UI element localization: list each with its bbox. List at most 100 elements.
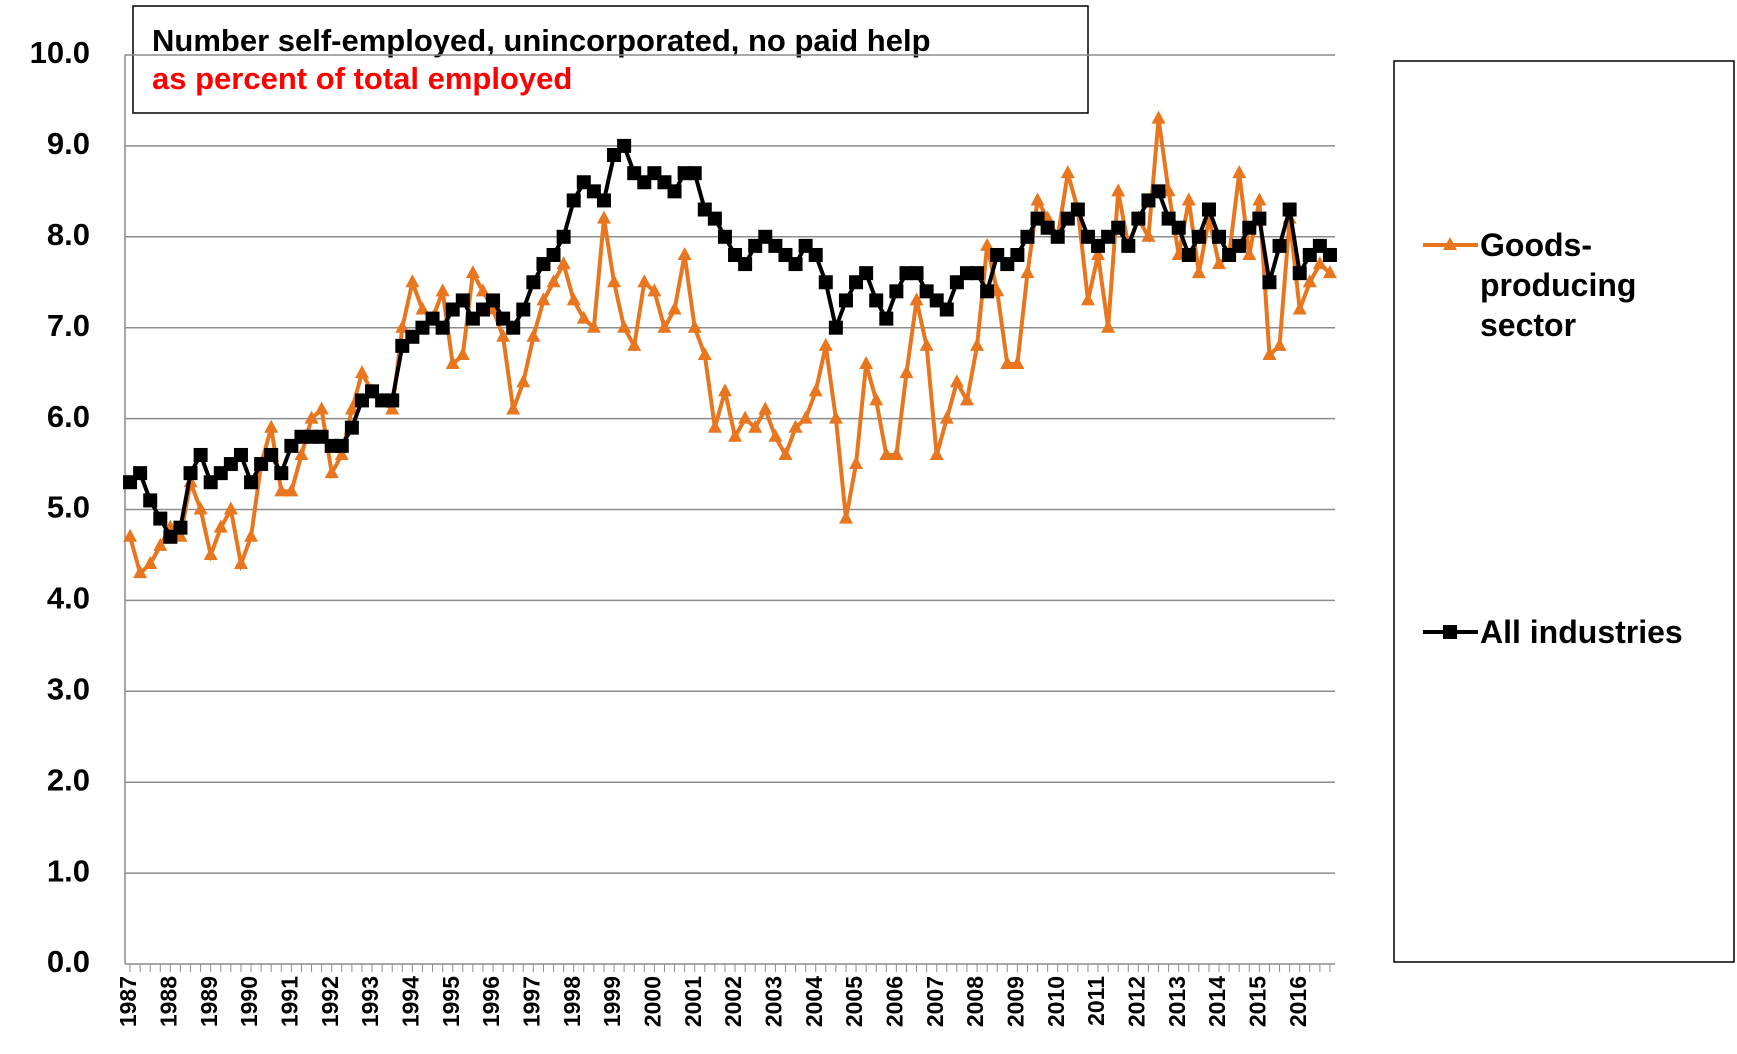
- x-tick-label: 2005: [841, 976, 867, 1027]
- x-tick-label: 2014: [1204, 976, 1230, 1027]
- marker: [1070, 202, 1085, 217]
- marker: [334, 446, 349, 460]
- marker: [758, 401, 773, 415]
- marker: [959, 392, 974, 406]
- marker: [838, 510, 853, 524]
- y-tick-label: 0.0: [47, 944, 90, 979]
- marker: [1171, 220, 1186, 235]
- marker: [707, 211, 722, 226]
- marker: [1212, 256, 1227, 270]
- marker: [828, 320, 843, 335]
- marker: [526, 275, 541, 290]
- marker: [1232, 238, 1247, 253]
- marker: [354, 365, 369, 379]
- marker: [1242, 246, 1257, 260]
- marker: [1101, 319, 1116, 333]
- marker: [1020, 229, 1035, 244]
- marker: [153, 537, 168, 551]
- marker: [445, 356, 460, 370]
- marker: [1050, 229, 1065, 244]
- marker: [566, 292, 581, 306]
- x-tick-label: 2002: [720, 976, 746, 1027]
- marker: [1141, 228, 1156, 242]
- legend-label: Goods-producing sector: [1480, 227, 1637, 343]
- x-tick-label: 1993: [357, 976, 383, 1027]
- marker: [435, 283, 450, 297]
- marker: [697, 346, 712, 360]
- x-tick-label: 2001: [680, 976, 706, 1027]
- y-tick-label: 5.0: [47, 490, 90, 525]
- marker: [919, 337, 934, 351]
- marker: [879, 446, 894, 460]
- marker: [828, 410, 843, 424]
- marker: [909, 292, 924, 306]
- x-tick-label: 1994: [397, 976, 423, 1027]
- marker: [556, 256, 571, 270]
- marker: [344, 420, 359, 435]
- marker: [274, 466, 289, 481]
- marker: [1060, 165, 1075, 179]
- marker: [546, 247, 561, 262]
- marker: [859, 266, 874, 281]
- marker: [818, 337, 833, 351]
- marker: [586, 319, 601, 333]
- marker: [849, 456, 864, 470]
- marker: [1302, 274, 1317, 288]
- y-tick-label: 2.0: [47, 762, 90, 797]
- marker: [143, 556, 158, 570]
- marker: [889, 446, 904, 460]
- marker: [748, 419, 763, 433]
- marker: [1091, 246, 1106, 260]
- marker: [566, 193, 581, 208]
- marker: [133, 565, 148, 579]
- marker: [707, 419, 722, 433]
- x-tick-label: 2000: [639, 976, 665, 1027]
- marker: [970, 266, 985, 281]
- marker: [415, 301, 430, 315]
- x-tick-label: 2016: [1285, 976, 1311, 1027]
- marker: [173, 520, 188, 535]
- marker: [788, 257, 803, 272]
- marker: [1272, 337, 1287, 351]
- marker: [808, 247, 823, 262]
- marker: [1252, 192, 1267, 206]
- marker: [1312, 256, 1327, 270]
- marker: [223, 501, 238, 515]
- marker: [1322, 247, 1337, 262]
- marker: [1080, 292, 1095, 306]
- marker: [1262, 275, 1277, 290]
- marker: [949, 374, 964, 388]
- marker: [939, 410, 954, 424]
- marker: [1010, 247, 1025, 262]
- x-tick-label: 2015: [1244, 976, 1270, 1027]
- y-tick-label: 10.0: [30, 35, 90, 70]
- marker: [687, 319, 702, 333]
- marker: [475, 283, 490, 297]
- marker: [647, 283, 662, 297]
- marker: [1010, 356, 1025, 370]
- marker: [889, 284, 904, 299]
- marker: [1000, 356, 1015, 370]
- marker: [183, 466, 198, 481]
- marker: [536, 292, 551, 306]
- marker: [596, 193, 611, 208]
- marker: [1111, 220, 1126, 235]
- y-tick-label: 7.0: [47, 308, 90, 343]
- y-tick-label: 4.0: [47, 581, 90, 616]
- x-tick-label: 1987: [115, 976, 141, 1027]
- y-tick-label: 6.0: [47, 399, 90, 434]
- x-tick-label: 1996: [478, 976, 504, 1027]
- x-tick-label: 2008: [962, 976, 988, 1027]
- marker: [576, 310, 591, 324]
- marker: [1191, 265, 1206, 279]
- marker: [1191, 229, 1206, 244]
- marker: [617, 319, 632, 333]
- y-tick-label: 3.0: [47, 671, 90, 706]
- x-tick-label: 2011: [1083, 976, 1109, 1026]
- marker: [294, 446, 309, 460]
- marker: [546, 274, 561, 288]
- marker: [1292, 301, 1307, 315]
- marker: [304, 410, 319, 424]
